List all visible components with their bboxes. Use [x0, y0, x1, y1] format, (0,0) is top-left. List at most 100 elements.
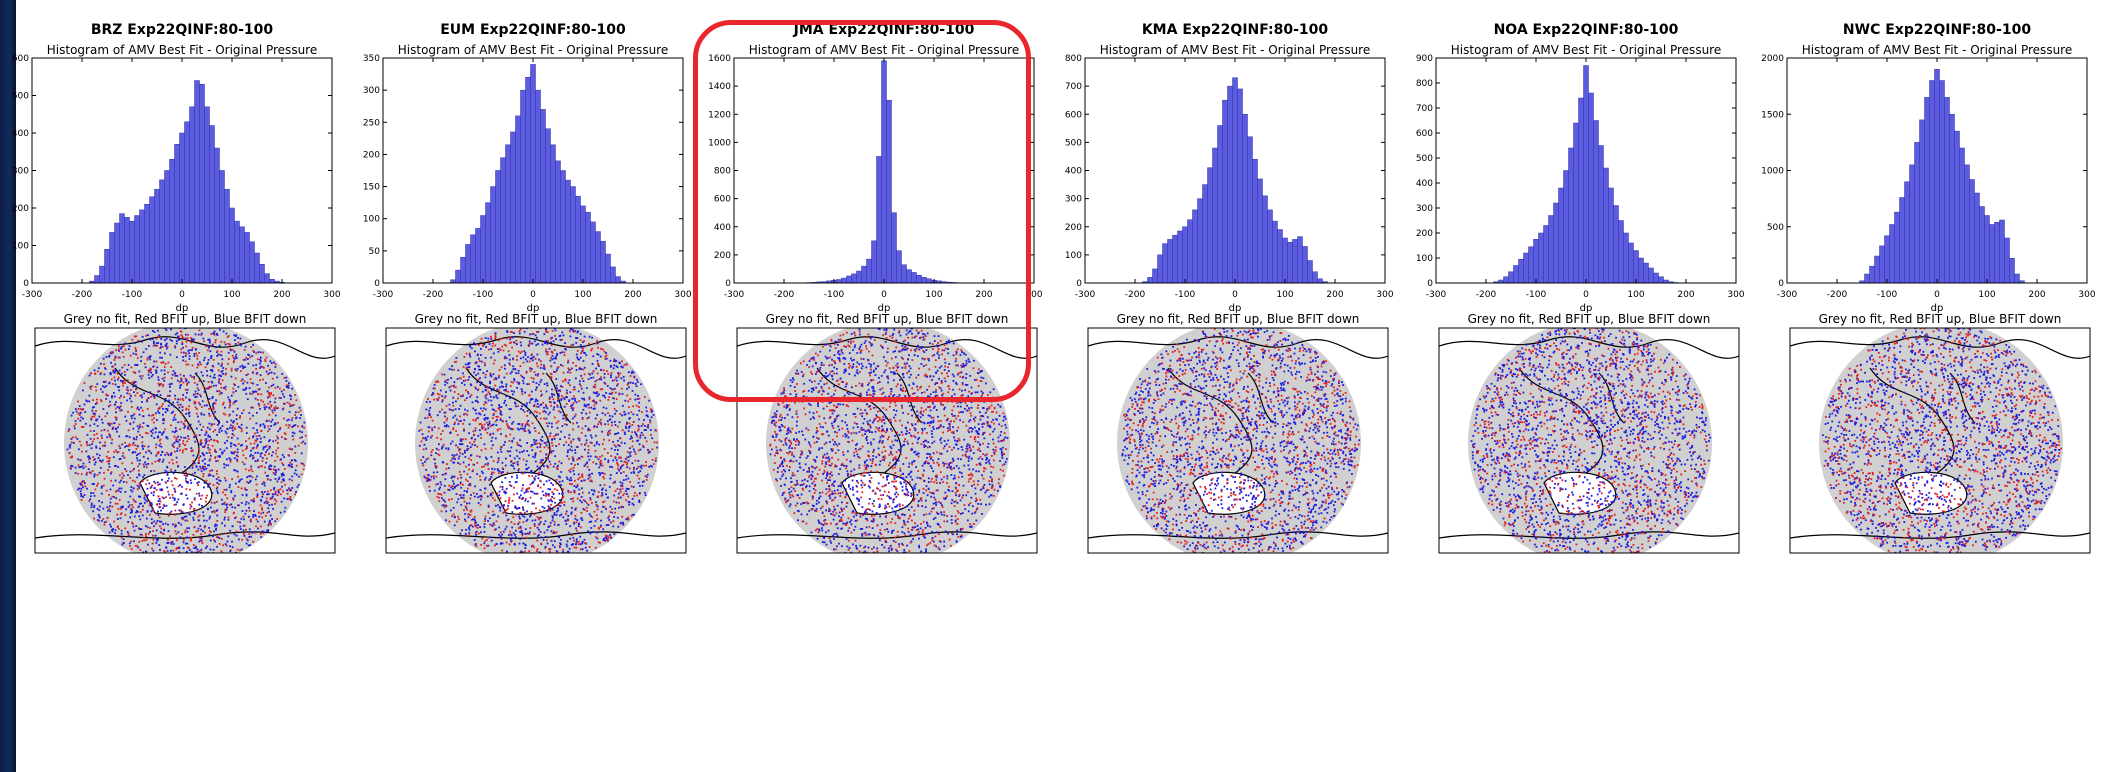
scatter-point [268, 447, 271, 450]
scatter-point [124, 445, 127, 448]
scatter-point [102, 484, 105, 487]
scatter-point [205, 479, 208, 482]
scatter-point [545, 417, 548, 420]
scatter-point [443, 421, 446, 424]
scatter-point [600, 462, 603, 465]
scatter-point [634, 431, 636, 433]
scatter-point [636, 435, 639, 438]
scatter-point [200, 412, 203, 415]
histogram-bar [590, 221, 596, 284]
y-tick-label: 100 [12, 242, 29, 252]
scatter-point [96, 425, 99, 427]
scatter-point [294, 451, 297, 454]
scatter-point [267, 474, 269, 477]
scatter-point [81, 484, 84, 486]
scatter-point [572, 401, 575, 404]
scatter-point [541, 490, 544, 493]
scatter-point [199, 363, 202, 366]
scatter-point [169, 497, 172, 499]
scatter-point [479, 475, 481, 478]
x-tick-label: 300 [1727, 290, 1744, 300]
scatter-point [100, 519, 103, 522]
scatter-point [146, 398, 149, 401]
scatter-point [202, 475, 205, 478]
scatter-point [623, 431, 626, 434]
scatter-point [523, 350, 526, 353]
scatter-point [580, 443, 583, 446]
scatter-point [232, 512, 235, 515]
scatter-point [274, 503, 276, 505]
scatter-point [85, 442, 88, 445]
scatter-point [245, 528, 247, 531]
scatter-point [430, 454, 433, 457]
scatter-point [140, 360, 142, 362]
scatter-point [177, 485, 180, 488]
scatter-point [266, 493, 269, 496]
scatter-point [174, 372, 177, 374]
scatter-point [559, 499, 561, 501]
scatter-point [211, 397, 214, 399]
histogram-bar [1648, 267, 1654, 284]
scatter-point [494, 377, 497, 379]
scatter-point [565, 510, 568, 513]
scatter-point [569, 328, 572, 331]
scatter-point [615, 432, 618, 435]
scatter-point [500, 433, 502, 435]
scatter-point [240, 444, 242, 447]
scatter-point [601, 494, 604, 496]
histogram-bar [1212, 147, 1218, 284]
histogram-bar [1603, 167, 1609, 284]
scatter-point [160, 445, 163, 448]
scatter-point [256, 451, 259, 454]
scatter-point [599, 355, 602, 358]
scatter-point [543, 410, 546, 412]
scatter-point [572, 407, 575, 410]
scatter-point [489, 433, 492, 435]
scatter-point [588, 406, 590, 409]
scatter-point [612, 525, 615, 528]
scatter-point [448, 403, 451, 406]
histogram-bar [1292, 239, 1298, 284]
scatter-point [185, 448, 188, 450]
scatter-point [511, 346, 513, 349]
scatter-point [555, 510, 558, 513]
scatter-point [458, 420, 460, 423]
scatter-point [150, 503, 153, 506]
scatter-point [291, 417, 294, 419]
scatter-point [494, 334, 497, 337]
histogram-bar [214, 147, 220, 284]
histogram-bar [1979, 206, 1985, 284]
scatter-point [180, 523, 183, 526]
scatter-point [623, 379, 626, 382]
scatter-point [138, 540, 141, 543]
scatter-point [239, 479, 242, 482]
scatter-point [565, 396, 567, 398]
scatter-point [154, 482, 157, 485]
scatter-point [101, 501, 103, 504]
scatter-point [282, 464, 285, 466]
scatter-point [144, 461, 146, 464]
scatter-point [239, 337, 242, 340]
scatter-point [654, 457, 657, 460]
histogram-bar [615, 276, 621, 284]
scatter-point [539, 450, 542, 453]
scatter-point [84, 411, 87, 413]
scatter-point [145, 535, 147, 538]
scatter-point [494, 344, 497, 347]
scatter-point [529, 357, 532, 360]
scatter-point [573, 489, 576, 492]
scatter-point [78, 466, 81, 469]
scatter-point [191, 346, 194, 349]
scatter-point [202, 453, 204, 456]
scatter-point [223, 442, 226, 444]
scatter-point [138, 408, 140, 411]
scatter-point [620, 496, 622, 499]
scatter-point [532, 380, 535, 383]
scatter-point [271, 495, 274, 498]
scatter-point [605, 357, 608, 360]
scatter-point [126, 531, 129, 533]
scatter-point [235, 414, 238, 417]
scatter-point [230, 503, 233, 506]
scatter-point [499, 509, 502, 512]
scatter-point [262, 366, 265, 369]
